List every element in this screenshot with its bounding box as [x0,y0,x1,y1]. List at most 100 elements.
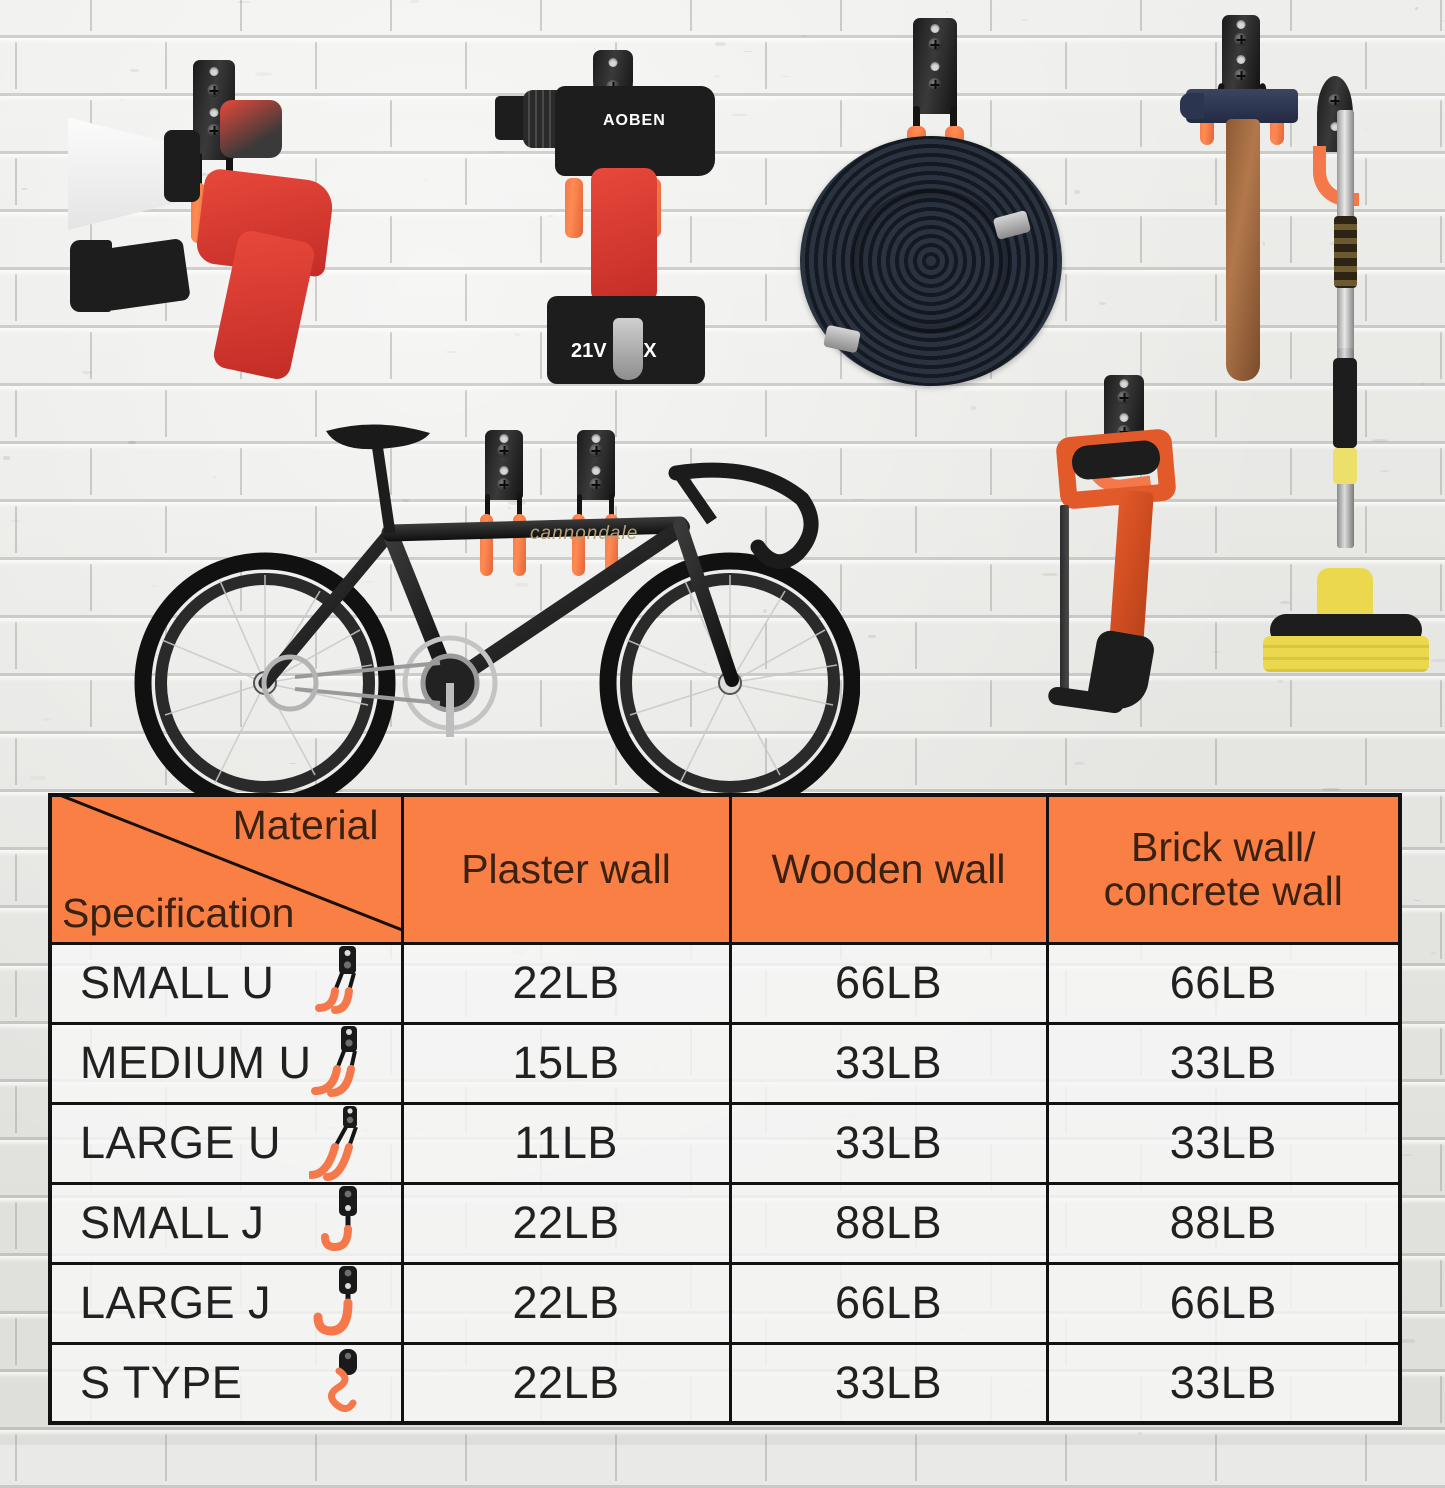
wall-texture-speck [1371,438,1388,442]
value-wooden: 66LB [728,941,1049,1025]
brick-row [0,0,1445,38]
wall-texture-speck [2,456,10,460]
wall-texture-speck [867,635,876,638]
specification-header-label: Specification [62,890,295,937]
squeegee-grip [1334,216,1357,288]
wall-texture-speck [1431,952,1436,956]
spec-label: LARGE U [80,1117,282,1168]
squeegee-head-blade [1263,636,1429,672]
wall-texture-speck [21,187,29,191]
value-wooden: 66LB [728,1261,1049,1345]
brick-row [0,386,1445,444]
wall-texture-speck [1280,600,1291,604]
value-plaster: 11LB [400,1101,732,1185]
sprayer-nozzle-ring [220,100,282,158]
wall-texture-speck [149,655,164,657]
column-header-plaster-wall: Plaster wall [400,793,732,945]
wall-texture-speck [923,387,932,389]
spec-cell-small-u: SMALL U [48,941,404,1025]
wall-texture-speck [1098,301,1107,305]
wall-texture-speck [1277,680,1284,683]
wall-texture-speck [1330,242,1336,245]
table-row: SMALL J 22LB 88LB 88LB [48,1181,1402,1265]
wall-texture-speck [446,350,457,354]
table-header-row: Material Specification Plaster wall Wood… [48,793,1402,945]
u-hook-plate-icon [1222,15,1260,93]
wall-texture-speck [30,776,46,780]
value-wooden: 33LB [728,1021,1049,1105]
wall-texture-speck [1263,241,1266,246]
product-hammer [1178,15,1348,405]
s-hook-icon [309,1345,383,1421]
sprayer-barrel [164,130,200,202]
spec-cell-s-type: S TYPE [48,1341,404,1425]
column-header-wooden-wall: Wooden wall [728,793,1049,945]
wall-texture-speck [852,498,866,500]
j-hook-large-icon [309,1265,383,1341]
product-hacksaw [1040,375,1250,735]
spec-cell-large-u: LARGE U [48,1101,404,1185]
product-paint-sprayer [60,45,380,385]
value-plaster: 22LB [400,1341,732,1425]
brick-row [0,1430,1445,1488]
u-hook-medium-icon [309,1025,383,1101]
wall-texture-speck [882,172,889,175]
wall-texture-speck [1442,20,1445,23]
wall-texture-speck [212,475,217,478]
column-header-wooden-wall-label: Wooden wall [771,846,1006,893]
u-hook-arm-icon [950,106,957,132]
wall-texture-speck [703,662,707,666]
wall-texture-speck [403,498,409,502]
column-header-brick-wall-line1: Brick wall/ [1130,823,1316,870]
squeegee-pole-collar [1333,358,1357,448]
u-hook-arm-icon [485,494,490,520]
u-hook-tip-icon [565,178,583,238]
wall-texture-speck [1283,497,1290,500]
spec-label: SMALL J [80,1197,265,1248]
u-hook-arm-icon [517,494,522,520]
value-wooden: 33LB [728,1341,1049,1425]
wall-texture-speck [801,34,809,37]
value-brick: 66LB [1045,1261,1402,1345]
product-coiled-hose [795,18,1085,398]
table-row: LARGE J 22LB 66LB 66LB [48,1261,1402,1345]
wall-texture-speck [515,583,528,588]
drill-handle [591,168,657,303]
table-row: S TYPE 22LB 33LB 33LB [48,1341,1402,1425]
u-hook-plate-icon [577,430,615,500]
wall-texture-speck [237,1,250,3]
wall-texture-speck [423,178,428,181]
wall-texture-speck [10,519,22,523]
wall-texture-speck [1041,573,1058,577]
table-row: MEDIUM U 15LB 33LB 33LB [48,1021,1402,1105]
material-header-label: Material [232,802,379,848]
wall-texture-speck [358,697,362,700]
wall-texture-speck [1399,1339,1416,1343]
u-hook-arm-icon [913,106,920,132]
value-wooden: 33LB [728,1101,1049,1185]
value-brick: 33LB [1045,1021,1402,1105]
spec-label: MEDIUM U [80,1037,312,1088]
column-header-brick-wall: Brick wall/ concrete wall [1045,793,1402,945]
wall-texture-speck [127,441,137,445]
spec-label: S TYPE [80,1356,243,1408]
spec-label: SMALL U [80,957,275,1008]
bicycle-illustration: cannondale [134,424,860,814]
wall-texture-speck [1395,1154,1413,1156]
wall-texture-speck [1362,129,1371,131]
drill-belt-clip [613,318,643,380]
wall-texture-speck [289,762,297,764]
wall-texture-speck [1021,19,1028,21]
value-plaster: 22LB [400,941,732,1025]
drill-brand-label: AOBEN [603,112,666,129]
wall-texture-speck [1421,382,1425,386]
wall-texture-speck [1431,659,1445,663]
wall-texture-speck [763,609,768,613]
spec-label: LARGE J [80,1277,272,1328]
product-road-bike: cannondale [120,415,860,815]
table-row: SMALL U 22LB 66LB 66LB [48,941,1402,1025]
hose-coil [800,136,1062,386]
hacksaw-blade [1060,505,1069,701]
u-hook-arm-icon [609,494,614,520]
wall-texture-speck [1321,787,1340,791]
